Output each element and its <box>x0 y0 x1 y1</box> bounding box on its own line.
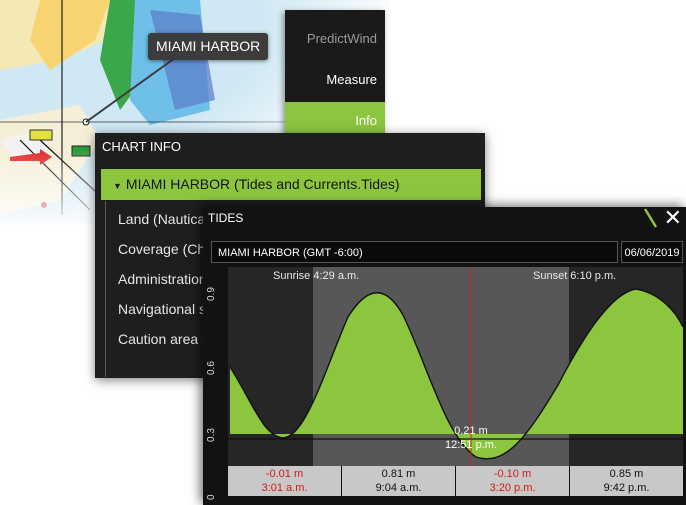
extreme-value: 0.85 m <box>609 468 644 480</box>
tree-connector <box>105 201 106 377</box>
current-tide-time: 12:51 p.m. <box>445 439 497 451</box>
extreme-time: 3:20 p.m. <box>489 482 536 494</box>
tide-graph[interactable]: 0.9 0.6 0.3 0 Sunrise 4:29 a.m. Sunset 6… <box>206 267 684 500</box>
menu-item-predictwind[interactable]: PredictWind <box>306 31 377 46</box>
chart-info-item[interactable]: Navigational s <box>118 301 206 317</box>
location-field[interactable]: MIAMI HARBOR (GMT -6:00) <box>211 241 618 263</box>
close-icon[interactable]: ✕ <box>663 205 682 230</box>
y-tick-label: 0 <box>206 494 217 500</box>
chart-info-selected-item[interactable]: ▼ MIAMI HARBOR (Tides and Currents.Tides) <box>101 169 481 200</box>
tide-extreme-cell[interactable]: -0.01 m 3:01 a.m. <box>228 466 341 496</box>
selected-item-label: MIAMI HARBOR (Tides and Currents.Tides) <box>125 176 400 192</box>
y-tick-label: 0.3 <box>206 428 217 442</box>
tide-extreme-cell[interactable]: -0.10 m 3:20 p.m. <box>456 466 569 496</box>
sunrise-label: Sunrise 4:29 a.m. <box>273 270 360 282</box>
chart-info-item[interactable]: Caution area ( <box>118 331 207 347</box>
harbor-callout-label[interactable]: MIAMI HARBOR <box>148 33 269 60</box>
y-tick-label: 0.6 <box>206 361 217 375</box>
extreme-value: -0.01 m <box>265 468 304 480</box>
chart-info-item[interactable]: Land (Nautica <box>118 211 206 227</box>
extreme-time: 9:42 p.m. <box>603 482 650 494</box>
accent-slash-icon <box>643 208 658 228</box>
side-menu: PredictWind Measure Info <box>285 10 385 140</box>
menu-item-measure[interactable]: Measure <box>326 72 377 87</box>
extreme-time: 9:04 a.m. <box>375 482 422 494</box>
current-tide-value: 0.21 m <box>454 425 488 437</box>
extreme-value: 0.81 m <box>381 468 416 480</box>
tide-curve-line <box>229 288 684 460</box>
tides-title: TIDES <box>208 211 244 225</box>
chart-info-item[interactable]: Coverage (Cha <box>118 241 213 257</box>
tide-extremes-row: -0.01 m 3:01 a.m. 0.81 m 9:04 a.m. -0.10… <box>228 466 683 496</box>
tide-curve-graphic <box>228 267 684 466</box>
chart-info-title: CHART INFO <box>102 139 181 154</box>
tide-extreme-cell[interactable]: 0.85 m 9:42 p.m. <box>570 466 683 496</box>
tides-dialog: TIDES ✕ MIAMI HARBOR (GMT -6:00) 06/06/2… <box>203 207 686 505</box>
chart-info-item[interactable]: Administration <box>118 271 207 287</box>
extreme-value: -0.10 m <box>493 468 532 480</box>
tide-extreme-cell[interactable]: 0.81 m 9:04 a.m. <box>342 466 455 496</box>
sunset-label: Sunset 6:10 p.m. <box>533 270 617 282</box>
date-field[interactable]: 06/06/2019 <box>621 241 683 263</box>
y-tick-label: 0.9 <box>206 287 217 301</box>
expand-triangle-icon: ▼ <box>113 181 122 191</box>
extreme-time: 3:01 a.m. <box>261 482 308 494</box>
tide-fill-area <box>230 289 683 459</box>
